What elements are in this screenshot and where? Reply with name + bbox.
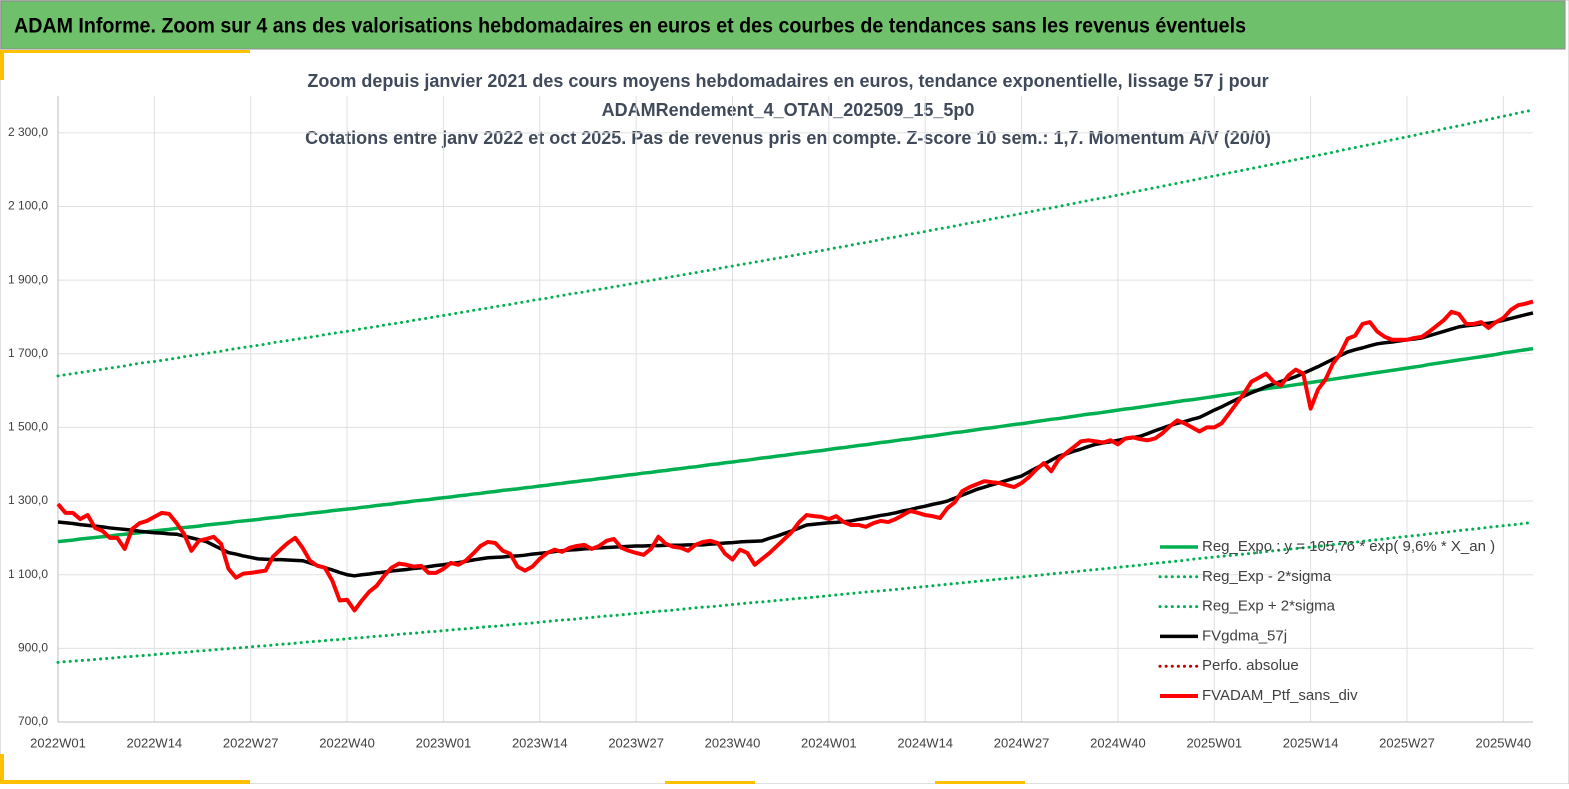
series-line	[56, 108, 1535, 378]
x-tick-label: 2022W01	[30, 735, 86, 750]
x-tick-label: 2022W27	[223, 735, 279, 750]
header-title: ADAM Informe. Zoom sur 4 ans des valoris…	[14, 15, 1246, 38]
x-tick-label: 2022W14	[127, 735, 183, 750]
series-line	[57, 346, 1534, 544]
x-tick-label: 2025W01	[1186, 735, 1242, 750]
legend-label: Perfo. absolue	[1202, 657, 1299, 674]
y-tick-label: 900,0	[18, 641, 48, 655]
header-bar	[0, 0, 1566, 50]
legend-label: Reg_Expo : y = 105,76 * exp( 9,6% * X_an…	[1202, 538, 1495, 555]
y-tick-label: 1 500,0	[8, 420, 48, 434]
y-tick-label: 2 100,0	[8, 199, 48, 213]
x-tick-label: 2023W14	[512, 735, 568, 750]
y-tick-label: 1 100,0	[8, 567, 48, 581]
accent	[0, 50, 250, 53]
legend-label: Reg_Exp - 2*sigma	[1202, 568, 1332, 585]
x-tick-label: 2024W27	[994, 735, 1050, 750]
accent	[0, 780, 250, 784]
series-line	[56, 299, 1534, 613]
x-tick-label: 2023W27	[608, 735, 664, 750]
accent	[935, 781, 1025, 784]
y-tick-label: 700,0	[18, 714, 48, 728]
chart-title: ADAMRendement_4_OTAN_202509_15_5p0	[602, 100, 975, 120]
x-tick-label: 2025W14	[1283, 735, 1339, 750]
y-tick-label: 1 300,0	[8, 493, 48, 507]
legend-label: FVgdma_57j	[1202, 627, 1287, 644]
x-tick-label: 2023W40	[705, 735, 761, 750]
chart-title: Zoom depuis janvier 2021 des cours moyen…	[307, 71, 1268, 91]
x-tick-label: 2024W01	[801, 735, 857, 750]
y-tick-label: 2 300,0	[8, 125, 48, 139]
accent	[0, 50, 4, 80]
x-tick-label: 2024W40	[1090, 735, 1146, 750]
y-tick-label: 1 900,0	[8, 272, 48, 286]
accent	[665, 781, 755, 784]
x-tick-label: 2024W14	[897, 735, 953, 750]
x-tick-label: 2023W01	[416, 735, 472, 750]
x-tick-label: 2025W27	[1379, 735, 1435, 750]
x-tick-label: 2025W40	[1476, 735, 1532, 750]
legend-label: FVADAM_Ptf_sans_div	[1202, 687, 1358, 704]
y-tick-label: 1 700,0	[8, 346, 48, 360]
chart-title: Cotations entre janv 2022 et oct 2025. P…	[305, 128, 1271, 148]
accent	[0, 754, 4, 784]
legend-label: Reg_Exp + 2*sigma	[1202, 598, 1336, 615]
x-tick-label: 2022W40	[319, 735, 375, 750]
